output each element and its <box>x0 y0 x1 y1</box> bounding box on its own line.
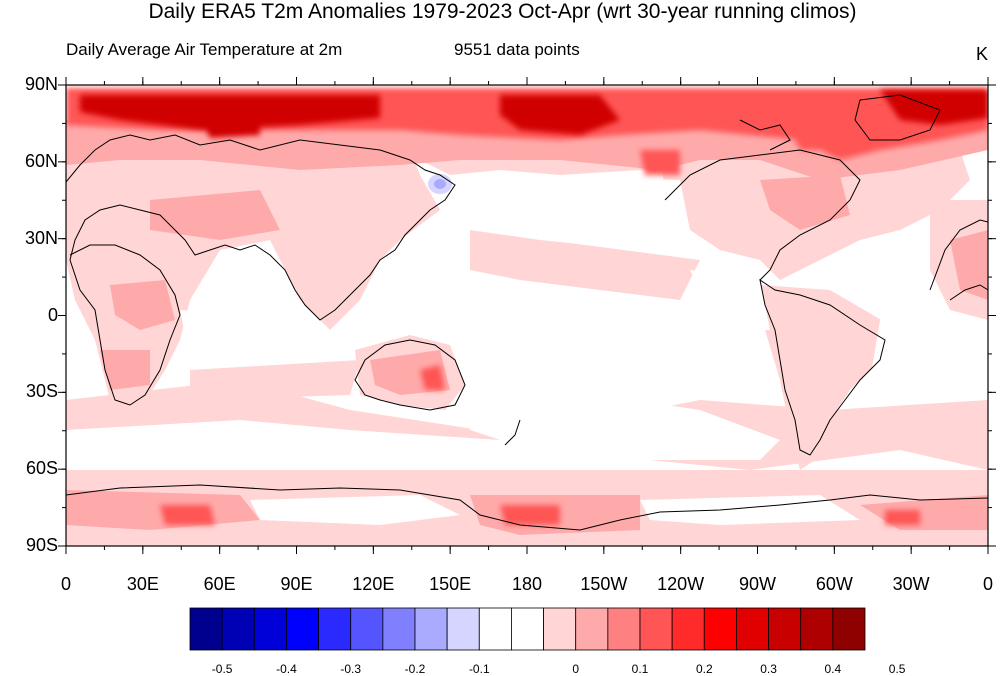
coastlines <box>66 94 988 531</box>
colorbar-box <box>671 607 705 651</box>
colorbar-box <box>736 607 769 651</box>
colorbar-box <box>639 607 673 651</box>
longitude-label: 30W <box>892 574 930 594</box>
colorbar-box <box>414 607 448 651</box>
map-title: Daily ERA5 T2m Anomalies 1979-2023 Oct-A… <box>148 0 857 23</box>
longitude-label: 60E <box>203 574 236 594</box>
colorbar-box <box>446 607 480 651</box>
colorbar-box <box>382 607 416 651</box>
colorbar-tick-label: -0.3 <box>340 662 362 676</box>
colorbar-box <box>768 607 802 651</box>
latitude-label: 90N <box>24 74 58 94</box>
latitude-label: 30S <box>25 381 58 402</box>
colorbar-tick-label: -0.4 <box>276 662 297 676</box>
longitude-label: 150W <box>580 574 628 594</box>
colorbar-box <box>478 607 512 651</box>
longitude-label: 90E <box>280 574 313 594</box>
colorbar-box <box>253 607 287 651</box>
colorbar <box>189 607 866 651</box>
data-point-count: 9551 data points <box>454 40 580 59</box>
longitude-label: 90W <box>738 574 776 594</box>
longitude-label: 120W <box>657 574 705 594</box>
anomaly-field <box>66 85 988 546</box>
colorbar-tick-label: 0.4 <box>824 662 842 676</box>
latitude-label: 60S <box>25 458 58 479</box>
colorbar-tick-label: 0.5 <box>888 662 906 676</box>
colorbar-box <box>318 607 352 651</box>
colorbar-tick-label: 0.3 <box>760 662 777 676</box>
colorbar-tick-label: 0.2 <box>695 662 713 676</box>
longitude-label: 0 <box>60 574 71 594</box>
colorbar-tick-label: -0.5 <box>211 662 233 676</box>
colorbar-box <box>575 607 609 651</box>
negative-anomaly <box>428 174 452 194</box>
colorbar-tick-label: -0.2 <box>404 662 426 676</box>
colorbar-box <box>703 607 737 651</box>
colorbar-box <box>511 607 544 651</box>
latitude-label: 0 <box>47 304 58 325</box>
near-zero-areas <box>180 175 950 525</box>
latitude-label: 90S <box>25 535 58 555</box>
colorbar-box <box>800 607 834 651</box>
colorbar-tick-label: -0.1 <box>468 662 490 676</box>
colorbar-box <box>607 607 641 651</box>
colorbar-box <box>350 607 384 651</box>
longitude-label: 120E <box>352 574 395 594</box>
longitude-label: 30E <box>126 574 159 594</box>
colorbar-box <box>832 607 866 651</box>
latitude-label: 60N <box>24 150 58 171</box>
colorbar-box <box>221 607 255 651</box>
colorbar-box <box>286 607 319 651</box>
longitude-label: 60W <box>815 574 853 594</box>
longitude-label: 150E <box>429 574 472 594</box>
longitude-label: 180 <box>511 574 543 594</box>
axis-ticks <box>58 77 996 554</box>
anomaly-very-strong-areas <box>80 90 988 138</box>
latitude-label: 30N <box>24 227 58 248</box>
colorbar-box <box>189 607 223 651</box>
colorbar-tick-label: 0.1 <box>631 662 649 676</box>
colorbar-tick-label: 0 <box>572 662 580 676</box>
longitude-label: 0 <box>982 574 993 594</box>
colorbar-box <box>543 607 577 651</box>
units-label: K <box>976 44 989 64</box>
map-subtitle: Daily Average Air Temperature at 2m <box>66 40 343 59</box>
